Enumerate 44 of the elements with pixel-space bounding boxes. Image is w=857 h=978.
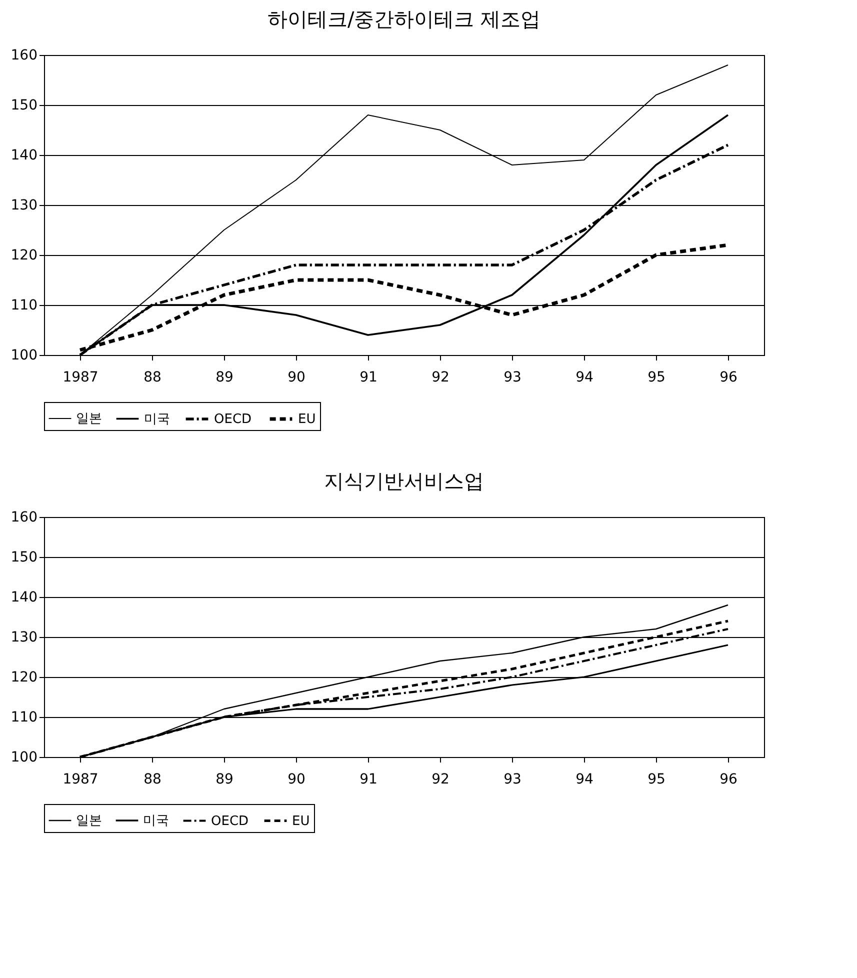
x-tick-label: 93 [504, 772, 522, 788]
legend-label: 미국 [143, 814, 169, 828]
x-tick-label: 1987 [62, 772, 98, 788]
chart-title: 하이테크/중간하이테크 제조업 [267, 7, 541, 31]
x-tick-label: 88 [144, 370, 162, 386]
y-tick-label: 150 [10, 550, 38, 566]
y-tick-label: 130 [10, 198, 38, 214]
x-tick-label: 96 [720, 370, 738, 386]
x-tick-label: 92 [432, 772, 450, 788]
y-tick-label: 110 [10, 710, 38, 726]
y-tick-label: 130 [10, 630, 38, 646]
x-tick-label: 96 [720, 772, 738, 788]
legend-label: OECD [211, 814, 249, 829]
x-tick-label: 88 [144, 772, 162, 788]
x-tick-label: 89 [216, 370, 234, 386]
chart-title: 지식기반서비스업 [324, 469, 484, 493]
y-tick-label: 110 [10, 298, 38, 314]
x-tick-label: 90 [288, 772, 306, 788]
x-tick-label: 95 [648, 772, 666, 788]
y-tick-label: 100 [10, 750, 38, 766]
legend-label: EU [292, 814, 310, 829]
x-tick-label: 95 [648, 370, 666, 386]
x-tick-label: 1987 [62, 370, 98, 386]
y-tick-label: 150 [10, 98, 38, 114]
x-tick-label: 90 [288, 370, 306, 386]
y-tick-label: 140 [10, 148, 38, 164]
x-tick-label: 93 [504, 370, 522, 386]
y-tick-label: 160 [10, 510, 38, 526]
y-tick-label: 140 [10, 590, 38, 606]
y-tick-label: 100 [10, 348, 38, 364]
x-tick-label: 92 [432, 370, 450, 386]
legend-label: OECD [214, 412, 252, 427]
x-tick-label: 94 [576, 370, 594, 386]
x-tick-label: 89 [216, 772, 234, 788]
y-tick-label: 160 [10, 48, 38, 64]
y-tick-label: 120 [10, 670, 38, 686]
legend-label: EU [298, 412, 316, 427]
x-tick-label: 91 [360, 772, 378, 788]
y-tick-label: 120 [10, 248, 38, 264]
x-tick-label: 91 [360, 370, 378, 386]
legend-label: 일본 [76, 412, 102, 426]
legend-label: 일본 [76, 814, 102, 828]
x-tick-label: 94 [576, 772, 594, 788]
legend-label: 미국 [144, 412, 170, 427]
